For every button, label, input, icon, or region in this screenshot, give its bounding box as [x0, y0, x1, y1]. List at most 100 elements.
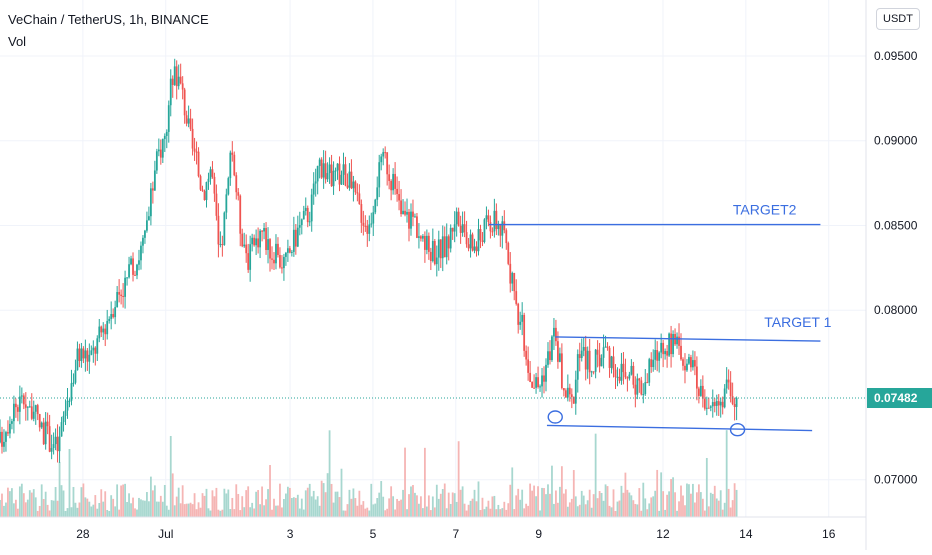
marker-ellipse-0 [547, 410, 563, 424]
symbol-title[interactable]: VeChain / TetherUS, 1h, BINANCE [8, 12, 209, 27]
candle-body-141 [279, 254, 281, 268]
candle-body-206 [408, 211, 410, 229]
volume-bar-130 [257, 490, 260, 517]
candle-body-327 [648, 359, 651, 383]
volume-bar-25 [48, 510, 51, 517]
candle-body-60 [118, 292, 121, 295]
volume-bar-259 [513, 509, 516, 517]
volume-bar-54 [106, 509, 109, 517]
volume-bar-231 [457, 441, 460, 517]
candle-body-17 [32, 411, 35, 419]
volume-bar-349 [692, 483, 694, 517]
volume-bar-311 [616, 501, 619, 517]
candle-body-309 [612, 356, 615, 370]
candle-body-286 [566, 387, 569, 398]
candle-body-239 [473, 246, 476, 251]
candle-body-3 [5, 432, 7, 442]
candle-body-203 [402, 210, 404, 215]
volume-bar-356 [705, 457, 708, 517]
candle-body-158 [312, 183, 315, 195]
volume-bar-221 [437, 498, 440, 517]
volume-bar-341 [676, 510, 678, 517]
candle-body-249 [493, 210, 496, 232]
candle-body-126 [249, 244, 252, 270]
volume-bar-1 [1, 493, 3, 517]
candle-body-91 [179, 76, 182, 84]
volume-bar-232 [459, 489, 462, 517]
volume-bar-122 [241, 496, 244, 517]
x-tick-label-5: 9 [535, 527, 542, 541]
candle-body-224 [443, 236, 446, 258]
volume-bar-45 [88, 501, 91, 517]
candle-body-223 [441, 236, 444, 259]
candle-body-134 [265, 228, 267, 251]
target-2-label: TARGET2 [733, 202, 797, 218]
candle-body-335 [664, 351, 667, 355]
candle-body-306 [606, 346, 609, 348]
currency-button[interactable]: USDT [876, 8, 920, 30]
volume-bar-153 [302, 509, 305, 517]
candle-body-273 [541, 375, 543, 387]
volume-bar-110 [217, 509, 220, 517]
volume-bar-168 [332, 502, 335, 517]
volume-bar-339 [672, 477, 674, 517]
volume-bar-183 [362, 501, 365, 517]
candle-body-58 [114, 307, 117, 318]
volume-bar-346 [686, 483, 688, 517]
volume-bar-305 [604, 484, 607, 517]
volume-bar-353 [699, 492, 702, 517]
candle-body-86 [169, 78, 172, 106]
volume-bar-362 [717, 500, 720, 517]
candle-body-201 [398, 194, 400, 201]
y-tick-label-1: 0.09000 [874, 134, 918, 148]
drawings[interactable]: TARGET2 TARGET 1 [488, 202, 832, 437]
candle-body-366 [725, 379, 728, 389]
candle-body-258 [511, 272, 514, 284]
volume-bar-38 [74, 502, 77, 517]
volume-bar-252 [499, 509, 502, 517]
volume-bar-249 [493, 495, 496, 517]
candle-body-217 [429, 251, 432, 262]
y-tick-label-4: 0.07000 [874, 473, 918, 487]
candle-body-178 [352, 181, 355, 189]
volume-bar-112 [221, 509, 224, 517]
volume-bar-145 [286, 486, 289, 517]
candle-body-362 [717, 401, 720, 406]
volume-bar-32 [62, 490, 65, 517]
volume-bar-371 [735, 489, 738, 517]
volume-bar-96 [189, 502, 192, 517]
candle-body-133 [263, 228, 265, 232]
candle-body-215 [425, 235, 428, 250]
candle-body-294 [582, 346, 585, 351]
volume-bar-160 [316, 496, 319, 517]
candle-body-248 [491, 231, 494, 233]
candle-body-274 [543, 375, 545, 382]
candle-body-137 [271, 258, 273, 260]
candle-body-36 [70, 383, 73, 401]
candle-body-288 [570, 394, 573, 397]
volume-bar-85 [167, 509, 170, 517]
volume-bar-234 [463, 503, 466, 517]
candle-body-170 [336, 163, 339, 171]
volume-bar-40 [78, 502, 81, 517]
candle-body-345 [684, 365, 686, 371]
candle-body-6 [11, 421, 13, 424]
volume-bar-166 [328, 430, 331, 517]
volume-bar-111 [219, 510, 222, 517]
candle-body-163 [322, 163, 325, 178]
volume-bar-182 [360, 504, 363, 517]
volume-legend[interactable]: Vol [8, 34, 27, 49]
volume-bar-148 [292, 497, 295, 517]
candle-body-296 [586, 350, 589, 370]
volume-bar-16 [30, 492, 33, 517]
y-tick-label-3: 0.08000 [874, 303, 918, 317]
volume-bar-287 [568, 502, 571, 517]
volume-bar-78 [153, 485, 156, 517]
candle-body-69 [136, 264, 138, 276]
volume-bar-216 [427, 495, 430, 517]
volume-bar-117 [231, 497, 234, 517]
candle-body-101 [199, 176, 202, 190]
volume-bar-14 [26, 499, 29, 517]
